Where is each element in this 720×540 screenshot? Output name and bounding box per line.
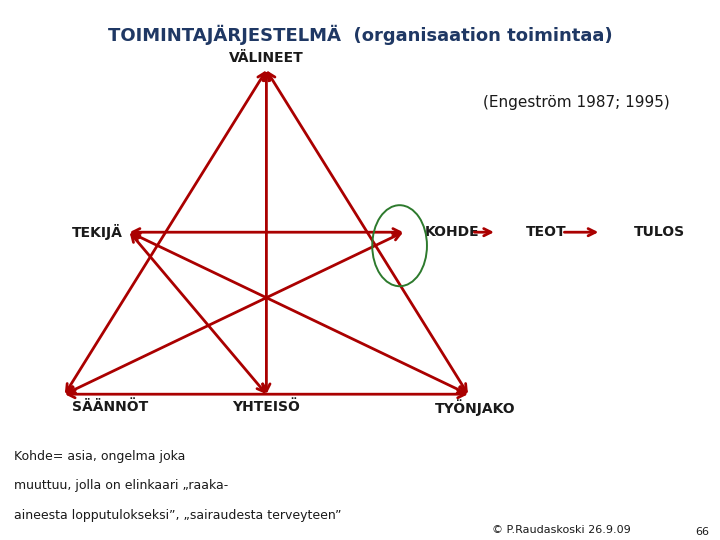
- Text: TOIMINTAJÄRJESTELMÄ  (organisaation toimintaa): TOIMINTAJÄRJESTELMÄ (organisaation toimi…: [108, 24, 612, 44]
- Text: Kohde= asia, ongelma joka: Kohde= asia, ongelma joka: [14, 450, 186, 463]
- Text: muuttuu, jolla on elinkaari „raaka-: muuttuu, jolla on elinkaari „raaka-: [14, 480, 229, 492]
- Text: YHTEISÖ: YHTEISÖ: [233, 400, 300, 414]
- Text: (Engeström 1987; 1995): (Engeström 1987; 1995): [482, 95, 670, 110]
- Text: SÄÄNNÖT: SÄÄNNÖT: [72, 400, 148, 414]
- Text: TULOS: TULOS: [634, 225, 685, 239]
- Text: VÄLINEET: VÄLINEET: [229, 51, 304, 65]
- Text: aineesta lopputulokseksi”, „sairaudesta terveyteen”: aineesta lopputulokseksi”, „sairaudesta …: [14, 509, 342, 522]
- Text: TEOT: TEOT: [526, 225, 566, 239]
- Text: KOHDE: KOHDE: [425, 225, 480, 239]
- Text: TEKIJÄ: TEKIJÄ: [71, 224, 122, 240]
- Text: 66: 66: [696, 527, 709, 537]
- Text: © P.Raudaskoski 26.9.09: © P.Raudaskoski 26.9.09: [492, 524, 631, 535]
- Text: TYÖNJAKO: TYÖNJAKO: [435, 400, 516, 416]
